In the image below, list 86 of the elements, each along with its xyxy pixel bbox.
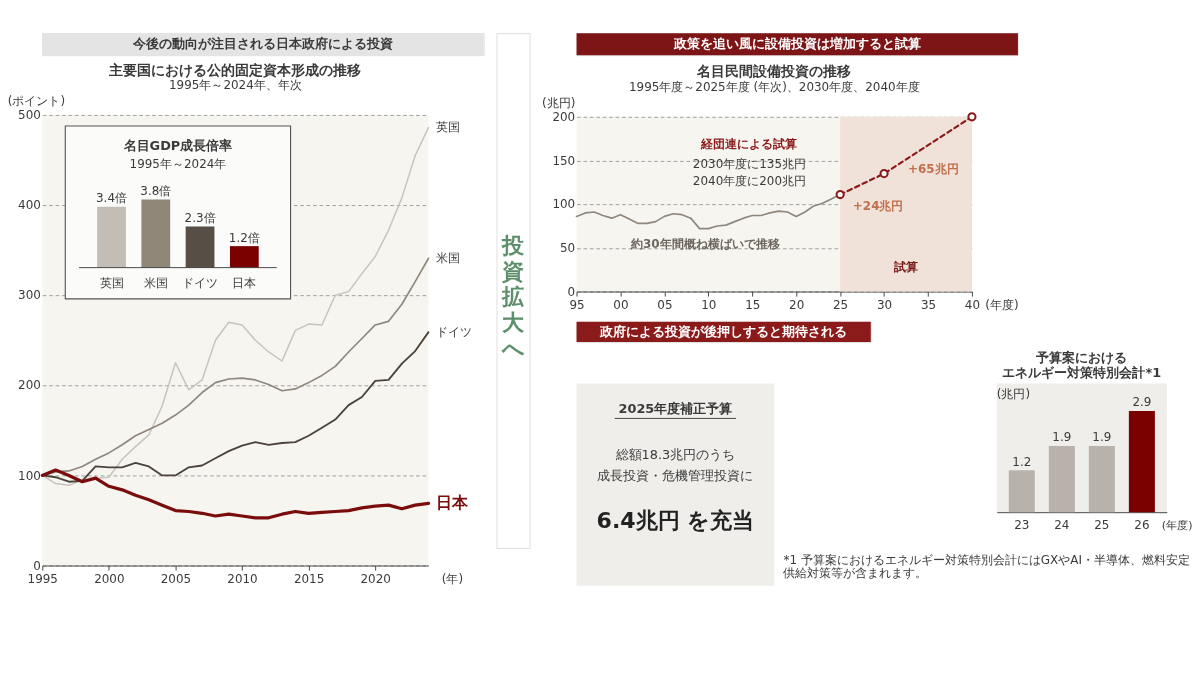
y-tick-label: 50 — [559, 240, 576, 255]
y-tick-label: 300 — [18, 288, 41, 303]
text: 今後の動向が注目される日本政府による投資 — [131, 35, 393, 51]
y-axis-title: (ポイント) — [7, 94, 66, 109]
text: 6.4兆円 を充当 — [596, 507, 755, 533]
x-tick-label: 35 — [920, 298, 937, 313]
x-axis-title: (年) — [441, 572, 464, 587]
line-series — [41, 331, 430, 483]
chart-title: 名目民間設備投資の推移 — [696, 63, 852, 80]
annotation: 約30年間概ね横ばいで推移 — [629, 237, 780, 252]
x-axis-title: (年度) — [1161, 519, 1193, 533]
line-series — [40, 468, 431, 520]
x-tick-label: 米国 — [143, 275, 168, 290]
text: 成長投資・危機管理投資に — [597, 468, 754, 484]
annotation: +24兆円 — [852, 198, 904, 213]
text: 政府による投資が後押しすると期待される — [599, 323, 848, 339]
annotation: 経団連による試算 — [700, 137, 798, 152]
x-tick-label: 1995 — [27, 572, 58, 587]
chart-title: 予算案におけるエネルギー対策特別会計*1 — [1002, 350, 1162, 381]
y-tick-label: 0 — [567, 284, 576, 299]
x-tick-label: 2010 — [227, 572, 258, 587]
x-tick-label: 26 — [1134, 518, 1150, 533]
band-label: 試算 — [893, 260, 919, 275]
series-label: 米国 — [435, 250, 460, 265]
annotation: 2040年度に200兆円 — [692, 173, 807, 188]
x-tick-label: ドイツ — [182, 275, 219, 290]
bar — [229, 246, 259, 268]
x-tick-label: 25 — [833, 298, 849, 313]
data-label: 1.9 — [1092, 430, 1112, 445]
x-tick-label: 20 — [789, 298, 805, 313]
point — [879, 169, 889, 179]
x-tick-label: 10 — [701, 298, 717, 313]
data-label: 1.2倍 — [228, 230, 260, 245]
x-tick-label: 15 — [745, 298, 761, 313]
x-tick-label: 2020 — [360, 572, 391, 587]
annotation: 2030年度に135兆円 — [692, 157, 807, 172]
chart-title: 名目GDP成長倍率 — [122, 137, 233, 153]
text: 投資拡大へ — [500, 232, 526, 361]
annotation: +65兆円 — [908, 161, 959, 176]
point — [967, 112, 977, 122]
bar — [185, 226, 215, 268]
y-tick-label: 100 — [552, 197, 576, 212]
x-tick-label: 2005 — [160, 572, 192, 587]
data-label: 2.3倍 — [184, 210, 216, 225]
y-tick-label: 100 — [18, 468, 41, 483]
x-tick-label: 23 — [1014, 518, 1030, 533]
y-tick-label: 200 — [552, 109, 576, 124]
data-label: 3.8倍 — [140, 183, 172, 198]
point — [835, 190, 845, 200]
x-tick-label: 05 — [657, 298, 673, 313]
text: 総額18.3兆円のうち — [614, 446, 736, 462]
data-label: 3.4倍 — [96, 191, 128, 206]
data-label: 2.9 — [1132, 395, 1152, 410]
x-tick-label: 40 — [964, 298, 981, 313]
chart-title: 主要国における公的固定資本形成の推移 — [108, 61, 362, 78]
bar — [97, 206, 126, 268]
x-tick-label: 2015 — [293, 572, 325, 587]
y-axis-title: (兆円) — [996, 387, 1031, 402]
text: 2025年度補正予算 — [618, 400, 733, 416]
x-tick-label: 00 — [613, 298, 629, 313]
x-tick-label: 日本 — [232, 275, 257, 290]
x-tick-label: 2000 — [94, 572, 125, 587]
text: *1 予算案におけるエネルギー対策特別会計にはGXやAI・半導体、燃料安定供給対策等が含まれます。 — [783, 552, 1190, 581]
x-tick-label: 30 — [876, 298, 893, 313]
y-axis-title: (兆円) — [542, 96, 576, 111]
chart-subtitle: 1995年～2024年 — [129, 157, 227, 172]
series-label: 日本 — [435, 492, 469, 512]
text: 政策を追い風に設備投資は増加すると試算 — [672, 35, 921, 51]
data-label: 1.9 — [1052, 430, 1072, 445]
series-label: 英国 — [435, 120, 460, 135]
bar — [141, 199, 171, 268]
y-tick-label: 150 — [552, 153, 576, 168]
chart-subtitle: 1995年度～2025年度 (年次)、2030年度、2040年度 — [628, 80, 920, 95]
y-tick-label: 0 — [33, 558, 41, 573]
chart-subtitle: 1995年～2024年、年次 — [169, 78, 302, 93]
data-label: 1.2 — [1012, 454, 1032, 469]
y-tick-label: 500 — [18, 108, 41, 123]
series-label: ドイツ — [435, 324, 472, 339]
x-tick-label: 24 — [1054, 518, 1070, 533]
x-tick-label: 95 — [569, 298, 585, 313]
y-tick-label: 400 — [18, 198, 41, 213]
line-series — [41, 126, 430, 487]
y-tick-label: 200 — [18, 378, 41, 393]
x-tick-label: 25 — [1094, 518, 1110, 533]
x-tick-label: 英国 — [99, 275, 124, 290]
x-axis-title: (年度) — [985, 298, 1019, 313]
